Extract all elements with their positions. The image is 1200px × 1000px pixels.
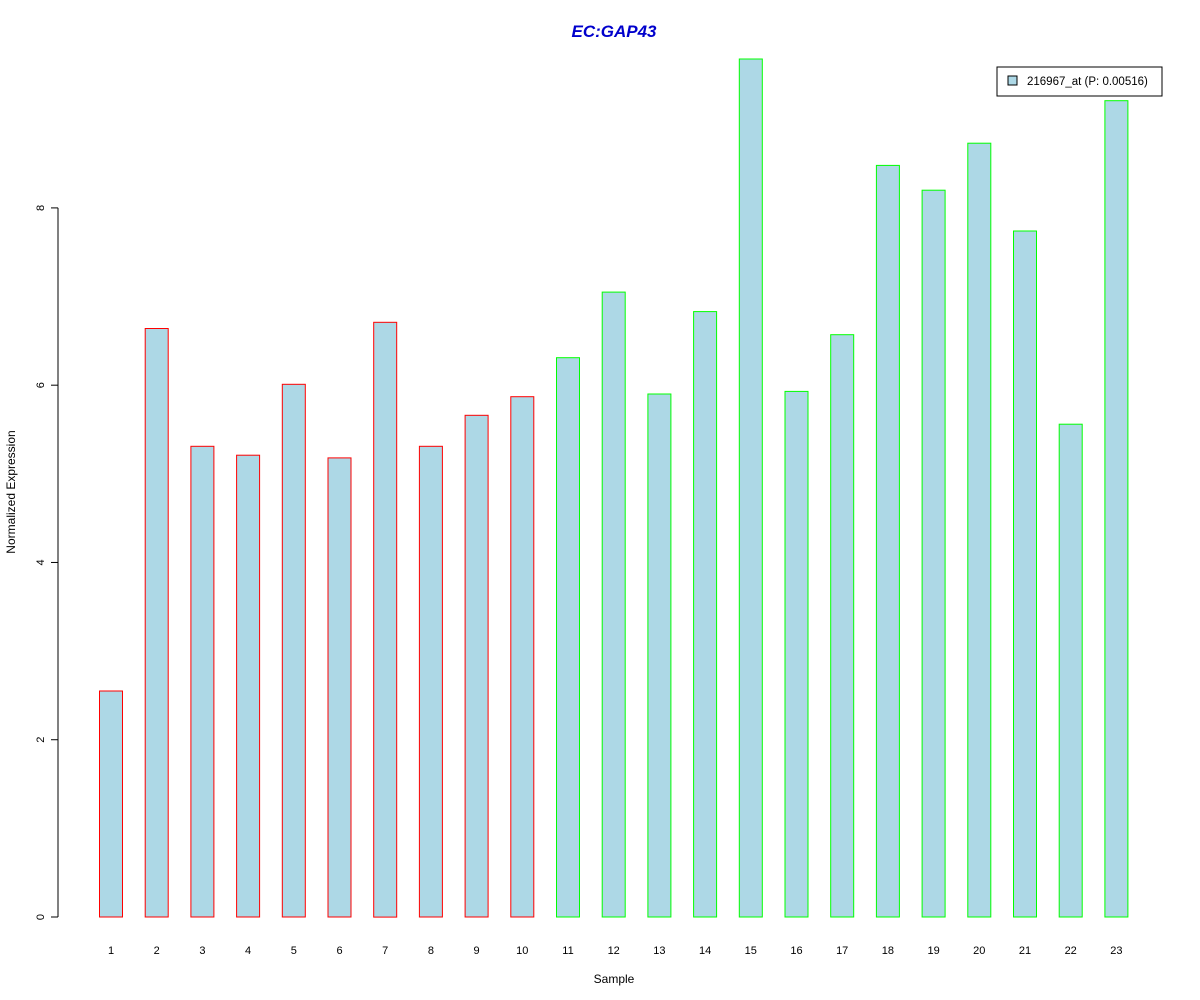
bar-sample-23 [1104,100,1129,918]
bar-sample-20 [967,142,992,918]
x-tick-label: 18 [882,945,894,957]
x-tick-label: 11 [562,945,573,957]
x-tick-label: 7 [382,945,388,957]
x-tick-label: 12 [608,945,620,957]
x-tick-label: 1 [108,945,114,957]
bars [99,58,1129,918]
bar-sample-1 [99,690,123,918]
legend-label: 216967_at (P: 0.00516) [1027,76,1148,88]
x-tick-label: 8 [428,945,434,957]
y-tick-label: 8 [35,205,47,211]
x-tick-label: 21 [1019,945,1031,957]
x-tick-label: 13 [653,945,665,957]
bar-sample-13 [647,393,672,918]
bar-sample-21 [1013,230,1037,918]
bar-sample-2 [144,328,169,918]
y-axis-label: Normalized Expression [4,430,18,553]
bar-sample-8 [418,445,443,918]
x-tick-label: 20 [973,945,985,957]
bar-sample-17 [830,334,855,918]
bar-sample-11 [556,357,580,918]
bar-sample-6 [327,457,352,918]
x-tick-label: 23 [1110,945,1122,957]
bar-sample-16 [784,390,809,918]
x-tick-label: 15 [745,945,757,957]
y-axis: 0 2 4 6 8 [35,205,59,920]
y-tick-label: 2 [35,737,47,743]
bar-sample-22 [1058,423,1083,918]
bar-sample-10 [510,396,535,918]
x-tick-label: 19 [927,945,939,957]
x-tick-label: 16 [790,945,802,957]
legend-box [996,66,1163,97]
bar-sample-19 [921,189,946,918]
y-tick-label: 0 [35,914,47,920]
legend-swatch [1007,75,1018,86]
bar-sample-12 [601,291,626,918]
x-tick-label: 5 [291,945,297,957]
bar-sample-3 [190,445,215,918]
x-axis-label: Sample [594,972,635,986]
bar-sample-4 [236,454,261,918]
legend: 216967_at (P: 0.00516) [996,66,1163,97]
x-tick-label: 10 [516,945,528,957]
bar-sample-7 [373,321,398,918]
bar-sample-5 [281,383,306,918]
bar-sample-15 [738,58,763,918]
x-tick-label: 17 [836,945,848,957]
y-tick-label: 4 [35,559,47,565]
y-tick-label: 6 [35,382,47,388]
x-tick-label: 4 [245,945,251,957]
x-tick-label: 3 [199,945,205,957]
x-tick-label: 6 [336,945,342,957]
bar-sample-14 [693,311,718,918]
bar-sample-9 [464,414,489,918]
x-tick-label: 2 [154,945,160,957]
x-tick-label: 22 [1065,945,1077,957]
chart-title: EC:GAP43 [571,22,657,41]
x-tick-label: 9 [474,945,480,957]
x-tick-label: 14 [699,945,711,957]
x-tick-labels: 1 2 3 4 5 6 7 8 9 10 11 12 13 14 15 16 17 18 19 20 21 22 23 [108,945,1123,957]
bar-sample-18 [875,164,900,918]
